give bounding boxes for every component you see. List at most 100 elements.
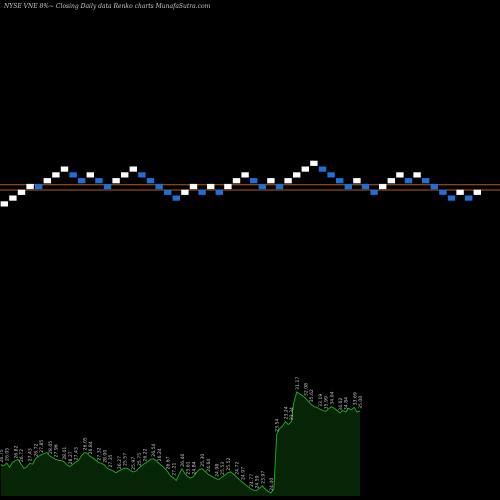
renko-brick-down [95, 178, 103, 184]
volume-data-label: 23.34 [289, 407, 295, 420]
volume-data-label: 24.72 [235, 462, 241, 475]
renko-brick-down [327, 172, 335, 178]
renko-brick-up [181, 189, 189, 195]
renko-brick-down [430, 183, 438, 190]
volume-data-label: 26.72 [33, 443, 39, 456]
volume-data-label: 25.61 [186, 461, 192, 474]
volume-data-label: 26.22 [143, 448, 149, 461]
volume-data-label: 26.27 [117, 456, 123, 469]
volume-data-label: 27.32 [97, 447, 103, 460]
volume-data-label: 24.77 [249, 474, 255, 487]
volume-data-label: 28.00 [102, 450, 108, 463]
volume-data-label: 26.82 [13, 445, 19, 458]
volume-data-label: 27.85 [39, 440, 45, 453]
volume-data-label: 25.53 [220, 462, 226, 475]
renko-brick-up [387, 178, 395, 184]
volume-data-label: 23.54 [275, 419, 281, 432]
volume-data-label: 33.19 [318, 394, 324, 407]
volume-data-label: 24.97 [240, 467, 246, 480]
renko-brick-down [172, 195, 180, 201]
renko-brick-up [52, 172, 60, 178]
volume-area [1, 391, 360, 496]
volume-data-label: 25.30 [200, 454, 206, 467]
renko-brick-up [17, 189, 26, 195]
volume-data-labels: 26.75 26.05 26.82 26.72 27.43 26.72 27.85 28.05… [0, 377, 364, 491]
renko-brick-up [456, 189, 464, 195]
renko-brick-down [361, 183, 370, 190]
chart-title: NYSE VNE 8%~ Closing Daily data Renko ch… [4, 3, 211, 10]
renko-brick-up [189, 183, 198, 190]
renko-brick-up [86, 172, 94, 178]
renko-brick-up [301, 166, 309, 172]
renko-brick-up [379, 183, 387, 190]
volume-data-label: 25.52 [226, 457, 232, 470]
volume-data-label: 28.27 [68, 451, 74, 464]
volume-data-label: 25.75 [137, 453, 143, 466]
volume-data-label: 34.62 [338, 398, 344, 411]
volume-data-label: 26.72 [19, 449, 25, 462]
renko-brick-up [43, 178, 51, 184]
volume-data-label: 24.40 [269, 478, 275, 491]
renko-brick-down [146, 178, 155, 184]
renko-brick-up [224, 183, 232, 190]
renko-brick-down [35, 183, 43, 190]
renko-brick-down [258, 183, 266, 190]
volume-data-label: 24.98 [214, 464, 220, 477]
volume-data-label: 27.96 [54, 444, 60, 457]
volume-data-label: 26.05 [82, 437, 88, 450]
renko-brick-up [396, 172, 404, 178]
reference-lines [0, 184, 500, 191]
renko-brick-down [336, 178, 344, 184]
volume-data-label: 27.21 [171, 463, 177, 476]
volume-data-label: 25.57 [123, 453, 129, 466]
volume-data-label: 25.97 [131, 457, 137, 470]
volume-data-label: 24.59 [255, 475, 261, 488]
volume-data-label: 24.84 [191, 461, 197, 474]
volume-data-label: 27.35 [108, 454, 114, 467]
volume-data-label: 26.67 [166, 456, 172, 469]
volume-data-label: 26.05 [5, 448, 11, 461]
volume-data-label: 26.24 [157, 448, 163, 461]
renko-brick-up [129, 166, 137, 172]
renko-brick-up [473, 189, 481, 195]
renko-brick-up [207, 183, 215, 190]
renko-brick-up [353, 178, 361, 184]
volume-data-label: 31.17 [295, 377, 301, 390]
volume-data-label: 26.54 [151, 443, 157, 456]
renko-brick-down [78, 178, 86, 184]
renko-brick-down [318, 166, 327, 172]
renko-brick-down [447, 195, 456, 201]
volume-data-label: 23.97 [260, 471, 266, 484]
volume-panel [0, 391, 361, 496]
renko-brick-up [121, 172, 129, 178]
renko-brick-down [250, 178, 258, 184]
volume-line [0, 391, 361, 494]
renko-brick-down [198, 189, 206, 195]
renko-brick-down [465, 195, 473, 201]
volume-data-label: 35.00 [358, 396, 364, 409]
renko-bricks [0, 160, 481, 207]
renko-brick-up [284, 178, 292, 184]
volume-data-label: 34.84 [344, 397, 350, 410]
renko-brick-up [413, 172, 421, 178]
renko-brick-up [60, 166, 69, 172]
volume-data-label: 27.43 [74, 447, 80, 460]
renko-brick-down [164, 189, 172, 195]
renko-brick-up [232, 178, 241, 184]
volume-data-label: 26.46 [180, 454, 186, 467]
volume-data-label: 23.24 [283, 406, 289, 419]
volume-data-label: 35.99 [324, 396, 330, 409]
volume-data-label: 24.64 [206, 459, 212, 472]
renko-brick-down [138, 172, 146, 178]
renko-brick-up [241, 172, 249, 178]
renko-brick-up [9, 195, 17, 201]
renko-brick-down [103, 183, 112, 190]
volume-data-label: 26.75 [0, 449, 5, 462]
renko-brick-up [310, 160, 318, 166]
renko-brick-up [0, 201, 9, 207]
volume-data-label: 27.43 [28, 448, 34, 461]
volume-data-label: 32.08 [303, 383, 309, 396]
volume-data-label: 26.84 [88, 441, 94, 454]
renko-brick-down [439, 189, 447, 195]
